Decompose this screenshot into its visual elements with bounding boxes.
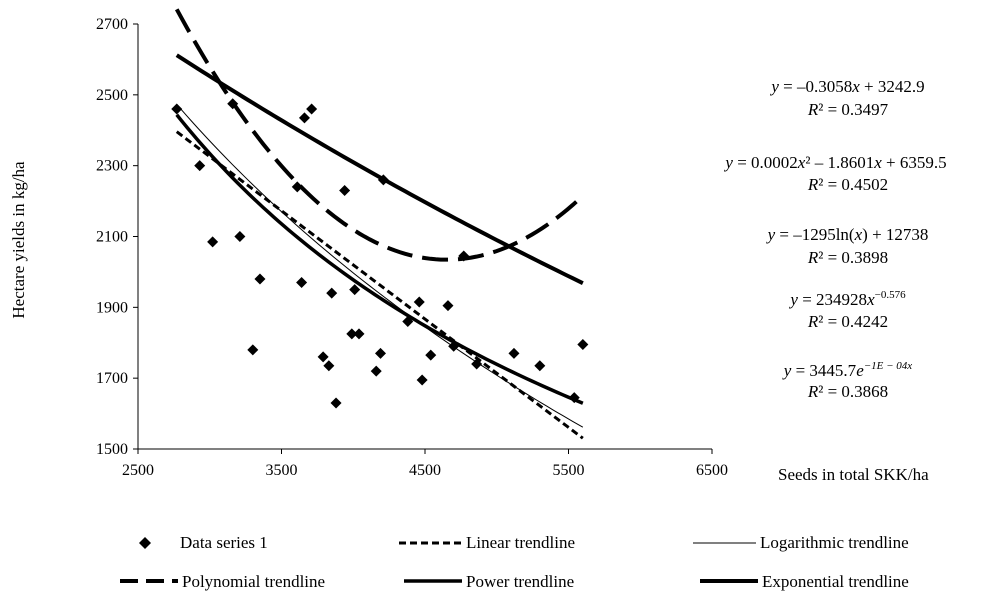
data-point <box>234 231 246 242</box>
x-tick-label: 5500 <box>553 462 585 479</box>
data-points <box>171 98 589 409</box>
data-point <box>375 347 387 359</box>
legend-item-power: Power trendline <box>404 572 574 591</box>
equation-logarithmic: y = –1295ln(x) + 12738 <box>766 225 929 244</box>
y-tick-label: 1700 <box>96 370 128 387</box>
equation-polynomial: y = 0.0002x² – 1.8601x + 6359.5 <box>723 153 946 172</box>
data-point <box>458 250 470 262</box>
legend-label-logarithmic: Logarithmic trendline <box>760 533 909 552</box>
legend-item-polynomial: Polynomial trendline <box>120 572 325 591</box>
y-tick-label: 2300 <box>96 158 128 175</box>
trendlines <box>174 8 585 440</box>
equation-exponential: y = 3445.7e−1E − 04x <box>782 360 913 380</box>
data-point <box>349 284 361 296</box>
data-point <box>442 300 454 312</box>
ticks: 2500 3500 4500 5500 6500 1500 1700 1900 2100 2300… <box>96 16 728 479</box>
legend-label-power: Power trendline <box>466 572 574 591</box>
legend-label-exponential: Exponential trendline <box>762 572 909 591</box>
x-tick-label: 3500 <box>266 462 298 479</box>
data-point <box>448 340 460 352</box>
r2-exponential: R² = 0.3868 <box>807 382 888 401</box>
data-point <box>291 181 303 193</box>
r2-polynomial: R² = 0.4502 <box>807 175 888 194</box>
data-point <box>339 184 351 196</box>
data-point <box>298 112 310 124</box>
data-point <box>207 236 219 248</box>
trendline-exp <box>175 53 584 285</box>
legend: Data series 1 Linear trendline Logarithm… <box>120 533 909 591</box>
data-point <box>402 316 414 327</box>
data-point <box>171 103 183 115</box>
data-point <box>317 351 329 363</box>
r2-power: R² = 0.4242 <box>807 312 888 331</box>
data-point <box>425 349 437 361</box>
legend-item-exponential: Exponential trendline <box>700 572 909 591</box>
y-tick-label: 2100 <box>96 229 128 246</box>
data-point <box>227 98 239 110</box>
data-point <box>568 392 580 404</box>
y-tick-label: 2700 <box>96 16 128 33</box>
trendline-power <box>175 113 584 405</box>
trendline-poly2 <box>174 8 585 262</box>
legend-item-data-series: Data series 1 <box>139 533 268 552</box>
y-tick-label: 1900 <box>96 299 128 316</box>
data-point <box>323 360 335 372</box>
x-tick-label: 4500 <box>409 462 441 479</box>
data-point <box>413 296 425 308</box>
data-point <box>370 365 382 377</box>
r2-logarithmic: R² = 0.3898 <box>807 248 888 267</box>
data-point <box>326 287 338 299</box>
legend-item-linear: Linear trendline <box>399 533 575 552</box>
y-tick-label: 2500 <box>96 87 128 104</box>
equation-linear: y = –0.3058x + 3242.9 <box>769 77 924 96</box>
x-tick-label: 2500 <box>122 462 154 479</box>
data-point <box>577 339 589 351</box>
y-axis-title: Hectare yields in kg/ha <box>9 161 28 319</box>
equation-power: y = 234928x−0.576 <box>788 289 906 309</box>
legend-marker-diamond <box>139 537 151 549</box>
data-point <box>471 358 483 370</box>
legend-label-data-series: Data series 1 <box>180 533 268 552</box>
legend-label-polynomial: Polynomial trendline <box>182 572 325 591</box>
data-point <box>330 397 342 409</box>
data-point <box>534 360 546 372</box>
x-tick-label: 6500 <box>696 462 728 479</box>
data-point <box>508 347 520 359</box>
legend-label-linear: Linear trendline <box>466 533 575 552</box>
r2-linear: R² = 0.3497 <box>807 100 889 119</box>
legend-item-logarithmic: Logarithmic trendline <box>693 533 909 552</box>
y-tick-label: 1500 <box>96 441 128 458</box>
data-point <box>377 174 389 186</box>
data-point <box>247 344 259 356</box>
equations: y = –0.3058x + 3242.9 R² = 0.3497 y = 0.… <box>723 77 946 401</box>
data-point <box>296 277 308 289</box>
data-point <box>346 328 358 340</box>
data-point <box>353 328 365 340</box>
data-point <box>254 273 266 285</box>
data-point <box>194 160 206 172</box>
trendline-log <box>176 104 584 428</box>
data-point <box>416 374 428 386</box>
x-axis-title: Seeds in total SKK/ha <box>778 465 929 484</box>
data-point <box>306 103 318 115</box>
